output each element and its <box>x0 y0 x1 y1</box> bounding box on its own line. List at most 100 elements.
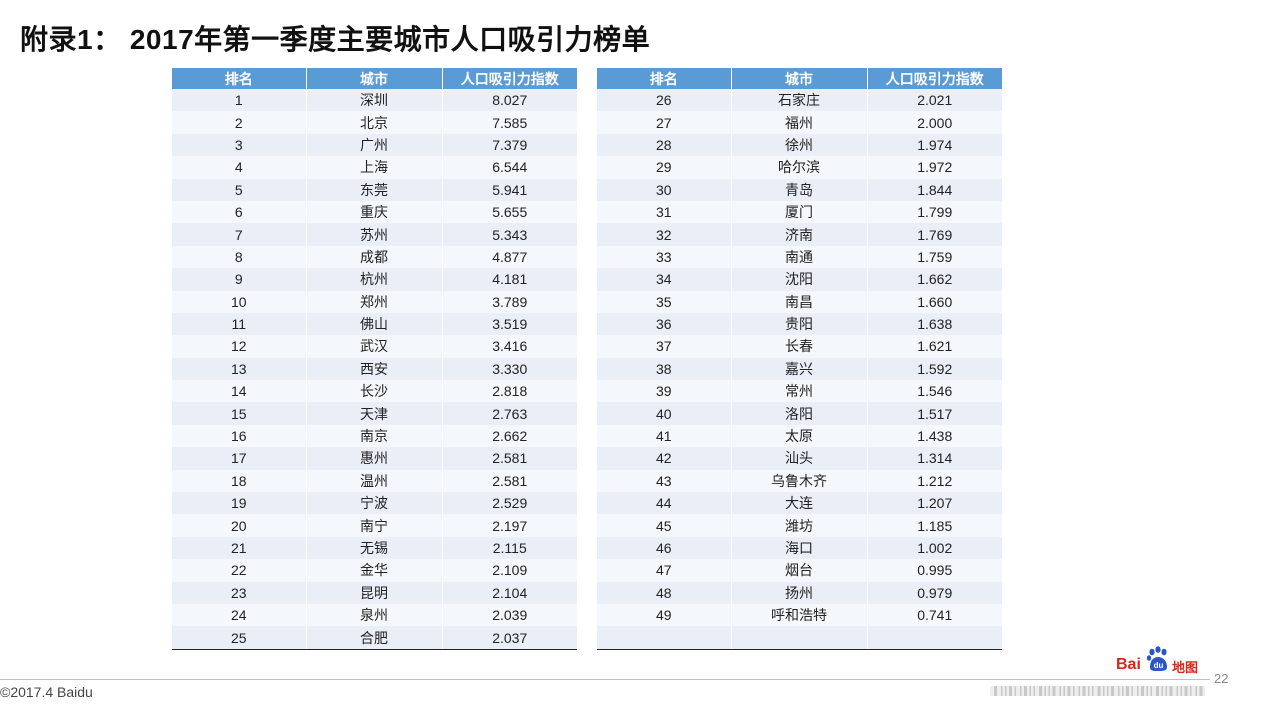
cell-index: 1.759 <box>866 245 1002 269</box>
table-row: 35 南昌 1.660 <box>597 290 1002 313</box>
cell-rank: 21 <box>172 536 306 560</box>
cell-city: 常州 <box>730 380 867 403</box>
cell-city: 长沙 <box>305 380 442 403</box>
cell-city: 杭州 <box>305 268 442 291</box>
cell-rank: 17 <box>172 447 306 470</box>
ranking-table-right: 排名 城市 人口吸引力指数 26 石家庄 2.021 27 福州 2.000 28 徐州 1.9… <box>597 68 1002 650</box>
cell-index: 1.212 <box>866 469 1002 493</box>
cell-index: 0.979 <box>866 581 1002 604</box>
cell-rank: 49 <box>597 603 731 627</box>
cell-index: 5.941 <box>441 178 577 201</box>
cell-rank: 35 <box>597 290 731 313</box>
cell-index: 4.181 <box>441 268 577 291</box>
table-row: 12 武汉 3.416 <box>172 335 577 358</box>
cell-index: 2.818 <box>441 380 577 403</box>
cell-rank: 27 <box>597 111 731 134</box>
cell-index: 1.638 <box>866 312 1002 336</box>
cell-index: 2.529 <box>441 492 577 515</box>
cell-index: 7.379 <box>441 133 577 157</box>
cell-city: 南昌 <box>730 290 867 313</box>
cell-index: 0.741 <box>866 603 1002 627</box>
cell-rank: 41 <box>597 424 731 448</box>
cell-rank: 5 <box>172 178 306 201</box>
cell-index: 2.109 <box>441 559 577 582</box>
cell-city: 济南 <box>730 223 867 246</box>
cell-city: 无锡 <box>305 536 442 560</box>
header-rank: 排名 <box>597 68 731 89</box>
ranking-table-left: 排名 城市 人口吸引力指数 1 深圳 8.027 2 北京 7.585 3 广州 7.379 4 上… <box>172 68 577 650</box>
cell-rank: 36 <box>597 312 731 336</box>
cell-city: 合肥 <box>305 626 442 650</box>
cell-rank: 13 <box>172 357 306 381</box>
cell-rank: 46 <box>597 536 731 560</box>
cell-index: 4.877 <box>441 245 577 269</box>
table-row: 36 贵阳 1.638 <box>597 312 1002 336</box>
cell-index: 1.799 <box>866 200 1002 224</box>
cell-city: 天津 <box>305 402 442 425</box>
cell-rank <box>597 626 731 650</box>
cell-rank: 37 <box>597 335 731 358</box>
table-row: 8 成都 4.877 <box>172 245 577 269</box>
table-row: 15 天津 2.763 <box>172 402 577 425</box>
cell-rank: 43 <box>597 469 731 493</box>
table-row: 41 太原 1.438 <box>597 424 1002 448</box>
table-row: 32 济南 1.769 <box>597 223 1002 246</box>
cell-city: 北京 <box>305 111 442 134</box>
cell-city: 武汉 <box>305 335 442 358</box>
cell-city: 西安 <box>305 357 442 381</box>
cell-city <box>730 626 867 650</box>
table-row: 17 惠州 2.581 <box>172 447 577 470</box>
cell-city: 青岛 <box>730 178 867 201</box>
cell-city: 长春 <box>730 335 867 358</box>
table-row: 43 乌鲁木齐 1.212 <box>597 469 1002 493</box>
cell-city: 潍坊 <box>730 514 867 537</box>
table-row: 37 长春 1.621 <box>597 335 1002 358</box>
cell-rank: 4 <box>172 156 306 179</box>
logo-map-text: 地图 <box>1172 660 1199 675</box>
table-row: 23 昆明 2.104 <box>172 581 577 604</box>
table-row: 4 上海 6.544 <box>172 156 577 179</box>
cell-index: 1.314 <box>866 447 1002 470</box>
cell-city: 温州 <box>305 469 442 493</box>
page-number: 22 <box>1214 671 1229 686</box>
cell-rank: 40 <box>597 402 731 425</box>
table-row: 47 烟台 0.995 <box>597 559 1002 582</box>
cell-index: 1.974 <box>866 133 1002 157</box>
table-row: 39 常州 1.546 <box>597 380 1002 403</box>
cell-rank: 22 <box>172 559 306 582</box>
cell-rank: 28 <box>597 133 731 157</box>
page-title: 附录1： 2017年第一季度主要城市人口吸引力榜单 <box>20 24 651 55</box>
cell-rank: 33 <box>597 245 731 269</box>
table-header-row: 排名 城市 人口吸引力指数 <box>597 68 1002 89</box>
table-row: 28 徐州 1.974 <box>597 133 1002 157</box>
cell-index: 1.844 <box>866 178 1002 201</box>
cell-index: 0.995 <box>866 559 1002 582</box>
cell-city: 惠州 <box>305 447 442 470</box>
cell-rank: 34 <box>597 268 731 291</box>
header-city: 城市 <box>305 68 442 89</box>
table-row: 46 海口 1.002 <box>597 536 1002 560</box>
cell-index: 2.115 <box>441 536 577 560</box>
table-row: 9 杭州 4.181 <box>172 268 577 291</box>
cell-city: 福州 <box>730 111 867 134</box>
table-row: 19 宁波 2.529 <box>172 492 577 515</box>
cell-city: 洛阳 <box>730 402 867 425</box>
table-row: 25 合肥 2.037 <box>172 626 577 650</box>
cell-index: 2.039 <box>441 603 577 627</box>
cell-city: 烟台 <box>730 559 867 582</box>
decorative-barcode-icon <box>990 686 1205 696</box>
cell-rank: 26 <box>597 89 731 112</box>
cell-city: 南宁 <box>305 514 442 537</box>
cell-index: 1.972 <box>866 156 1002 179</box>
cell-city: 海口 <box>730 536 867 560</box>
table-row: 14 长沙 2.818 <box>172 380 577 403</box>
table-row: 16 南京 2.662 <box>172 424 577 448</box>
cell-rank: 29 <box>597 156 731 179</box>
table-row: 11 佛山 3.519 <box>172 312 577 336</box>
cell-rank: 48 <box>597 581 731 604</box>
cell-rank: 10 <box>172 290 306 313</box>
table-row: 44 大连 1.207 <box>597 492 1002 515</box>
cell-index: 2.581 <box>441 469 577 493</box>
table-row: 18 温州 2.581 <box>172 469 577 493</box>
table-row: 40 洛阳 1.517 <box>597 402 1002 425</box>
